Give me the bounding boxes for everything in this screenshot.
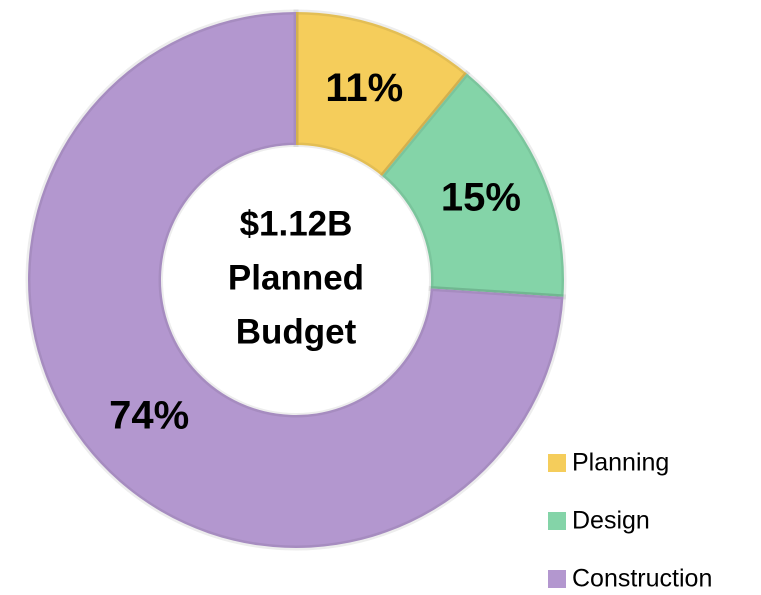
value-label: 15% <box>441 176 521 220</box>
legend-swatch <box>548 454 566 472</box>
legend-swatch <box>548 570 566 588</box>
slice <box>25 9 567 551</box>
legend-label: Design <box>572 507 650 535</box>
slice <box>378 69 567 300</box>
center-text: Budget <box>236 312 357 351</box>
value-label: 74% <box>109 393 189 437</box>
legend-label: Planning <box>572 449 669 477</box>
legend-swatch <box>548 512 566 530</box>
hole <box>163 147 429 413</box>
center-text: Planned <box>228 258 364 297</box>
slice <box>293 9 471 180</box>
center-text: $1.12B <box>240 204 353 243</box>
value-label: 11% <box>325 66 403 110</box>
legend-label: Construction <box>572 565 712 593</box>
